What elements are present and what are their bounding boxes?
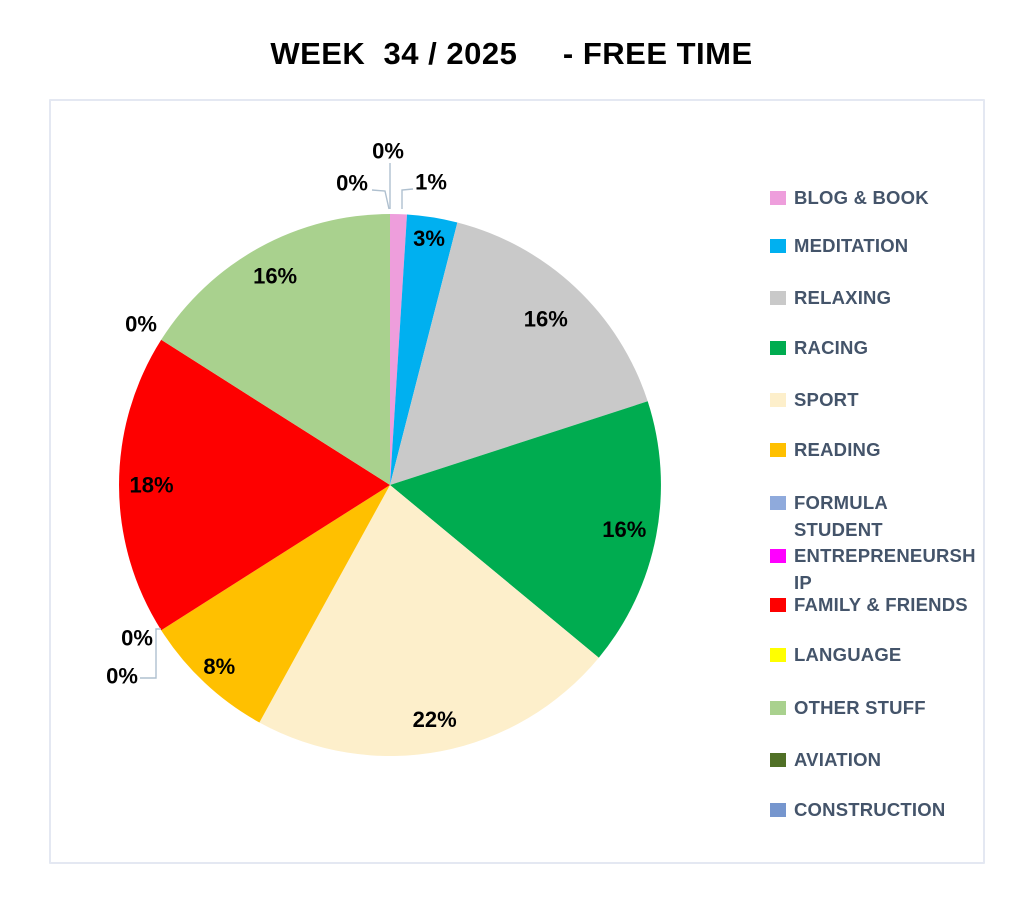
legend-item-relaxing: RELAXING — [770, 284, 891, 311]
legend-label: SPORT — [794, 389, 859, 410]
pie-slice-family-friends — [119, 339, 390, 631]
legend-label: AVIATION — [794, 749, 882, 770]
pie-slice-racing — [390, 401, 661, 658]
legend-swatch-blog-book — [770, 191, 786, 205]
chart-title: WEEK 34 / 2025 - FREE TIME — [270, 36, 753, 71]
legend-label: MEDITATION — [794, 235, 909, 256]
data-label-racing: 16% — [602, 517, 646, 542]
data-label-formula-student: 0% — [121, 626, 153, 651]
legend-item-racing: RACING — [770, 334, 868, 361]
legend-swatch-relaxing — [770, 291, 786, 305]
legend-item-reading: READING — [770, 436, 881, 463]
legend-item-construction: CONSTRUCTION — [770, 796, 945, 823]
legend-label: CONSTRUCTION — [794, 799, 946, 820]
data-label-entrepreneurship: 0% — [106, 664, 138, 689]
legend-label: READING — [794, 439, 881, 460]
leader-line-entrepreneurship — [140, 628, 161, 679]
legend-label: RELAXING — [794, 287, 892, 308]
legend-label: FORMULA STUDENT — [794, 492, 888, 540]
legend-swatch-meditation — [770, 239, 786, 253]
data-label-language: 0% — [125, 312, 157, 337]
legend-label: FAMILY & FRIENDS — [794, 594, 968, 615]
legend-swatch-racing — [770, 341, 786, 355]
legend-item-formula-student: FORMULA STUDENT — [770, 489, 888, 543]
legend-swatch-entrepreneurship — [770, 549, 786, 563]
data-label-reading: 8% — [203, 654, 235, 679]
data-label-construction: 0% — [336, 171, 368, 196]
data-label-relaxing: 16% — [524, 307, 568, 332]
legend-swatch-formula-student — [770, 496, 786, 510]
legend-swatch-other-stuff — [770, 701, 786, 715]
legend-item-aviation: AVIATION — [770, 746, 881, 773]
legend-item-meditation: MEDITATION — [770, 232, 908, 259]
pie-slice-relaxing — [390, 222, 648, 485]
data-label-other-stuff: 16% — [253, 264, 297, 289]
data-label-meditation: 3% — [413, 226, 445, 251]
pie-slice-meditation — [390, 214, 458, 485]
legend-item-entrepreneurship: ENTREPRENEURSH IP — [770, 542, 976, 596]
pie-slice-reading — [161, 485, 390, 723]
leader-line-blog-book — [401, 188, 414, 209]
pie-slice-other-stuff — [161, 214, 390, 485]
data-label-blog-book: 1% — [415, 170, 447, 195]
legend-label: ENTREPRENEURSH IP — [794, 545, 976, 593]
legend-label: LANGUAGE — [794, 644, 902, 665]
legend-item-sport: SPORT — [770, 386, 859, 413]
legend-swatch-construction — [770, 803, 786, 817]
data-label-sport: 22% — [413, 707, 457, 732]
legend-label: BLOG & BOOK — [794, 187, 929, 208]
pie-slice-sport — [259, 485, 599, 757]
legend-item-blog-book: BLOG & BOOK — [770, 184, 929, 211]
legend-label: OTHER STUFF — [794, 697, 926, 718]
legend-swatch-language — [770, 648, 786, 662]
leader-line-construction — [371, 189, 390, 210]
data-label-aviation: 0% — [372, 139, 404, 164]
pie-slice-blog-book — [390, 213, 407, 486]
legend-item-other-stuff: OTHER STUFF — [770, 694, 926, 721]
legend-item-family-friends: FAMILY & FRIENDS — [770, 591, 968, 618]
legend-label: RACING — [794, 337, 869, 358]
legend-swatch-family-friends — [770, 598, 786, 612]
legend-swatch-reading — [770, 443, 786, 457]
legend-swatch-sport — [770, 393, 786, 407]
legend-item-language: LANGUAGE — [770, 641, 901, 668]
data-label-family-friends: 18% — [129, 473, 173, 498]
legend-swatch-aviation — [770, 753, 786, 767]
